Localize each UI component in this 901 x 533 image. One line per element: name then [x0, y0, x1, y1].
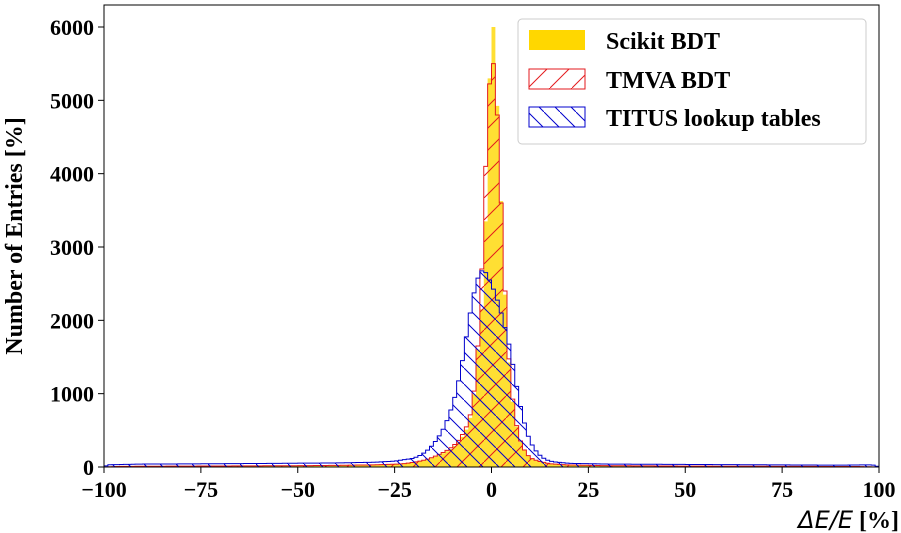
y-tick-label: 0	[83, 455, 94, 480]
y-axis-ticks: 0 1000 2000 3000 4000 5000 6000	[50, 15, 104, 480]
x-tick-label: 50	[674, 477, 696, 502]
y-axis-label: Number of Entries [%]	[2, 117, 28, 355]
x-axis-label-quantity: ΔE/E	[796, 506, 854, 533]
x-tick-label: −25	[377, 477, 412, 502]
y-tick-label: 5000	[50, 88, 94, 113]
legend-swatch-scikit-bdt	[529, 30, 585, 50]
legend-swatch-titus	[528, 106, 586, 128]
x-tick-label: 75	[771, 477, 793, 502]
series-titus-lookup	[104, 270, 879, 467]
legend: Scikit BDT TMVA BDT TITUS lookup tables	[517, 18, 867, 145]
y-tick-label: 2000	[50, 308, 94, 333]
x-axis-label-unit: [%]	[859, 508, 899, 533]
legend-label-tmva-bdt: TMVA BDT	[606, 68, 730, 94]
legend-box	[517, 18, 867, 145]
y-tick-label: 6000	[50, 15, 94, 40]
x-tick-label: 100	[863, 477, 896, 502]
y-tick-label: 3000	[50, 235, 94, 260]
x-tick-label: 0	[486, 477, 497, 502]
x-tick-label: −50	[280, 477, 315, 502]
x-axis-ticks: −100 −75 −50 −25 0 25 50 75 100	[81, 467, 896, 502]
x-tick-label: −75	[184, 477, 219, 502]
y-tick-label: 1000	[50, 382, 94, 407]
y-tick-label: 4000	[50, 162, 94, 187]
series-layer	[104, 27, 879, 467]
x-tick-label: 25	[577, 477, 599, 502]
legend-label-scikit-bdt: Scikit BDT	[606, 29, 720, 55]
x-tick-label: −100	[81, 477, 127, 502]
legend-label-titus: TITUS lookup tables	[606, 106, 821, 132]
legend-swatch-tmva-bdt	[528, 68, 586, 90]
x-axis-label: ΔE/E [%]	[796, 506, 899, 533]
